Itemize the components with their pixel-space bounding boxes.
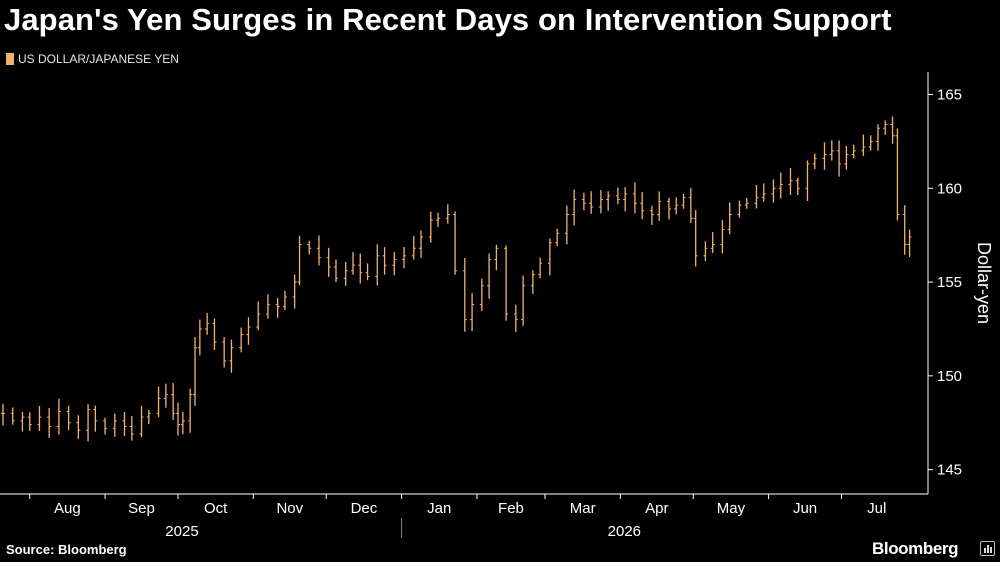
- y-tick-label: 150: [937, 368, 962, 385]
- x-tick-label: Jul: [867, 500, 886, 517]
- chart-title: Japan's Yen Surges in Recent Days on Int…: [4, 2, 892, 37]
- x-tick-label: Sep: [128, 500, 155, 517]
- year-label: 2025: [165, 523, 198, 540]
- bloomberg-logo: Bloomberg: [872, 539, 959, 558]
- x-tick-label: Jan: [427, 500, 451, 517]
- x-tick-label: Dec: [351, 500, 378, 517]
- legend-label: US DOLLAR/JAPANESE YEN: [18, 52, 179, 66]
- ohlc-bars: [1, 116, 912, 442]
- x-tick-label: May: [717, 500, 746, 517]
- x-axis: Aug Sep Oct Nov Dec Jan Feb Mar Apr May Jun Jul 2025…: [0, 493, 928, 540]
- y-tick-label: 155: [937, 274, 962, 291]
- x-tick-label: Mar: [570, 500, 596, 517]
- x-tick-label: Apr: [645, 500, 668, 517]
- source-note: Source: Bloomberg: [6, 542, 127, 557]
- bloomberg-mark-icon: [980, 541, 995, 556]
- x-tick-label: Jun: [793, 500, 817, 517]
- x-tick-label: Aug: [54, 500, 81, 517]
- y-tick-label: 145: [937, 462, 962, 479]
- x-tick-label: Nov: [276, 500, 303, 517]
- legend: US DOLLAR/JAPANESE YEN: [6, 52, 179, 66]
- y-tick-label: 165: [937, 87, 962, 104]
- y-tick-label: 160: [937, 180, 962, 197]
- x-tick-label: Feb: [498, 500, 524, 517]
- x-tick-label: Oct: [204, 500, 228, 517]
- y-axis-label: Dollar-yen: [974, 242, 994, 324]
- y-axis: 145 150 155 160 165 Dollar-yen: [927, 72, 994, 494]
- legend-swatch: [6, 53, 14, 65]
- year-label: 2026: [608, 523, 641, 540]
